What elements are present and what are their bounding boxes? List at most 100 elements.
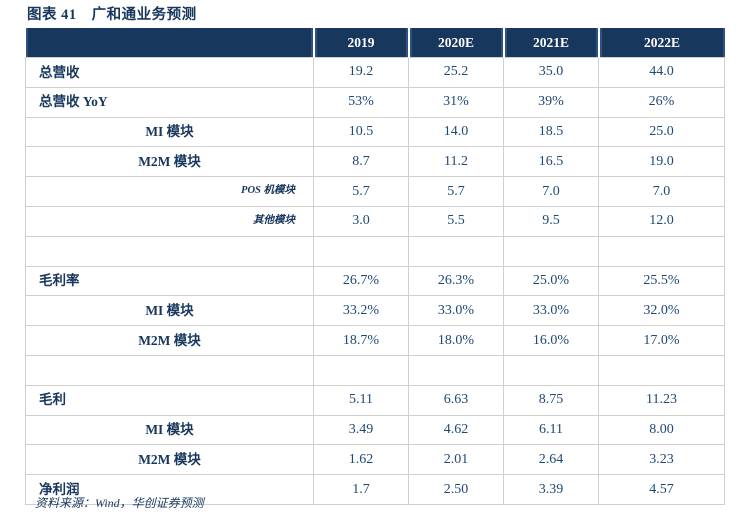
value-cell: 31% bbox=[408, 86, 504, 118]
value-cell bbox=[313, 235, 409, 267]
value-cell: 5.7 bbox=[408, 176, 504, 207]
forecast-table: 2019 2020E 2021E 2022E 总营收 19.2 25.2 35.0 44… bbox=[25, 28, 725, 505]
value-cell: 8.7 bbox=[313, 146, 409, 178]
row-label: 毛利 bbox=[25, 384, 314, 416]
row-label: POS 机模块 bbox=[25, 176, 314, 207]
value-cell: 1.7 bbox=[313, 474, 409, 505]
value-cell bbox=[313, 354, 409, 386]
value-cell: 18.0% bbox=[408, 325, 504, 356]
table-row: 总营收 YoY 53% 31% 39% 26% bbox=[25, 86, 725, 118]
row-label: 总营收 YoY bbox=[25, 86, 314, 118]
table-header-row: 2019 2020E 2021E 2022E bbox=[25, 28, 725, 58]
header-cell-2022e: 2022E bbox=[597, 28, 725, 58]
value-cell: 39% bbox=[503, 86, 599, 118]
row-label: 毛利率 bbox=[25, 265, 314, 297]
value-cell: 25.0 bbox=[598, 116, 725, 148]
value-cell: 25.5% bbox=[598, 265, 725, 297]
header-cell-2020e: 2020E bbox=[407, 28, 504, 58]
value-cell: 53% bbox=[313, 86, 409, 118]
table-row: M2M 模块 18.7% 18.0% 16.0% 17.0% bbox=[25, 325, 725, 356]
value-cell: 26% bbox=[598, 86, 725, 118]
table-row bbox=[25, 235, 725, 267]
value-cell: 5.11 bbox=[313, 384, 409, 416]
table-row: 净利润 1.7 2.50 3.39 4.57 bbox=[25, 474, 725, 505]
table-row: MI 模块 3.49 4.62 6.11 8.00 bbox=[25, 414, 725, 446]
table-row: 总营收 19.2 25.2 35.0 44.0 bbox=[25, 57, 725, 88]
value-cell bbox=[408, 354, 504, 386]
table-row: 毛利 5.11 6.63 8.75 11.23 bbox=[25, 384, 725, 416]
value-cell: 14.0 bbox=[408, 116, 504, 148]
header-cell-label bbox=[25, 28, 314, 58]
table-row: 毛利率 26.7% 26.3% 25.0% 25.5% bbox=[25, 265, 725, 297]
value-cell bbox=[408, 235, 504, 267]
value-cell bbox=[598, 235, 725, 267]
value-cell: 33.2% bbox=[313, 295, 409, 327]
value-cell: 10.5 bbox=[313, 116, 409, 148]
table-row: MI 模块 33.2% 33.0% 33.0% 32.0% bbox=[25, 295, 725, 327]
value-cell bbox=[503, 354, 599, 386]
value-cell: 5.5 bbox=[408, 205, 504, 237]
value-cell: 16.0% bbox=[503, 325, 599, 356]
value-cell: 8.00 bbox=[598, 414, 725, 446]
value-cell: 11.23 bbox=[598, 384, 725, 416]
value-cell: 1.62 bbox=[313, 444, 409, 476]
value-cell: 26.7% bbox=[313, 265, 409, 297]
value-cell: 3.49 bbox=[313, 414, 409, 446]
value-cell: 4.57 bbox=[598, 474, 725, 505]
value-cell: 5.7 bbox=[313, 176, 409, 207]
table-row: 其他模块 3.0 5.5 9.5 12.0 bbox=[25, 205, 725, 237]
value-cell: 33.0% bbox=[503, 295, 599, 327]
figure-title: 图表 41 广和通业务预测 bbox=[27, 3, 197, 24]
value-cell: 25.2 bbox=[408, 57, 504, 88]
row-label: 净利润 bbox=[25, 474, 314, 505]
value-cell: 18.5 bbox=[503, 116, 599, 148]
value-cell: 9.5 bbox=[503, 205, 599, 237]
value-cell bbox=[598, 354, 725, 386]
row-label bbox=[25, 235, 314, 267]
row-label: 总营收 bbox=[25, 57, 314, 88]
value-cell: 19.0 bbox=[598, 146, 725, 178]
table-row bbox=[25, 354, 725, 386]
value-cell: 17.0% bbox=[598, 325, 725, 356]
row-label: MI 模块 bbox=[25, 295, 314, 327]
value-cell: 3.0 bbox=[313, 205, 409, 237]
value-cell: 19.2 bbox=[313, 57, 409, 88]
row-label: M2M 模块 bbox=[25, 444, 314, 476]
value-cell: 3.39 bbox=[503, 474, 599, 505]
value-cell bbox=[503, 235, 599, 267]
value-cell: 16.5 bbox=[503, 146, 599, 178]
value-cell: 6.63 bbox=[408, 384, 504, 416]
value-cell: 7.0 bbox=[598, 176, 725, 207]
value-cell: 26.3% bbox=[408, 265, 504, 297]
value-cell: 4.62 bbox=[408, 414, 504, 446]
row-label: M2M 模块 bbox=[25, 325, 314, 356]
value-cell: 44.0 bbox=[598, 57, 725, 88]
value-cell: 18.7% bbox=[313, 325, 409, 356]
value-cell: 25.0% bbox=[503, 265, 599, 297]
value-cell: 2.01 bbox=[408, 444, 504, 476]
value-cell: 6.11 bbox=[503, 414, 599, 446]
table-row: POS 机模块 5.7 5.7 7.0 7.0 bbox=[25, 176, 725, 207]
value-cell: 11.2 bbox=[408, 146, 504, 178]
table-body: 总营收 19.2 25.2 35.0 44.0 总营收 YoY 53% 31% 39% 26% MI… bbox=[25, 57, 725, 505]
value-cell: 2.64 bbox=[503, 444, 599, 476]
row-label: MI 模块 bbox=[25, 414, 314, 446]
value-cell: 33.0% bbox=[408, 295, 504, 327]
row-label: 其他模块 bbox=[25, 205, 314, 237]
table-row: M2M 模块 8.7 11.2 16.5 19.0 bbox=[25, 146, 725, 178]
value-cell: 2.50 bbox=[408, 474, 504, 505]
source-note: 资料来源：Wind，华创证券预测 bbox=[35, 496, 204, 510]
header-cell-2019: 2019 bbox=[312, 28, 409, 58]
figure-number: 图表 41 bbox=[27, 7, 77, 23]
table-row: MI 模块 10.5 14.0 18.5 25.0 bbox=[25, 116, 725, 148]
value-cell: 8.75 bbox=[503, 384, 599, 416]
value-cell: 35.0 bbox=[503, 57, 599, 88]
figure-name: 广和通业务预测 bbox=[91, 7, 197, 23]
value-cell: 3.23 bbox=[598, 444, 725, 476]
table-row: M2M 模块 1.62 2.01 2.64 3.23 bbox=[25, 444, 725, 476]
row-label bbox=[25, 354, 314, 386]
value-cell: 12.0 bbox=[598, 205, 725, 237]
value-cell: 32.0% bbox=[598, 295, 725, 327]
header-cell-2021e: 2021E bbox=[502, 28, 599, 58]
row-label: M2M 模块 bbox=[25, 146, 314, 178]
